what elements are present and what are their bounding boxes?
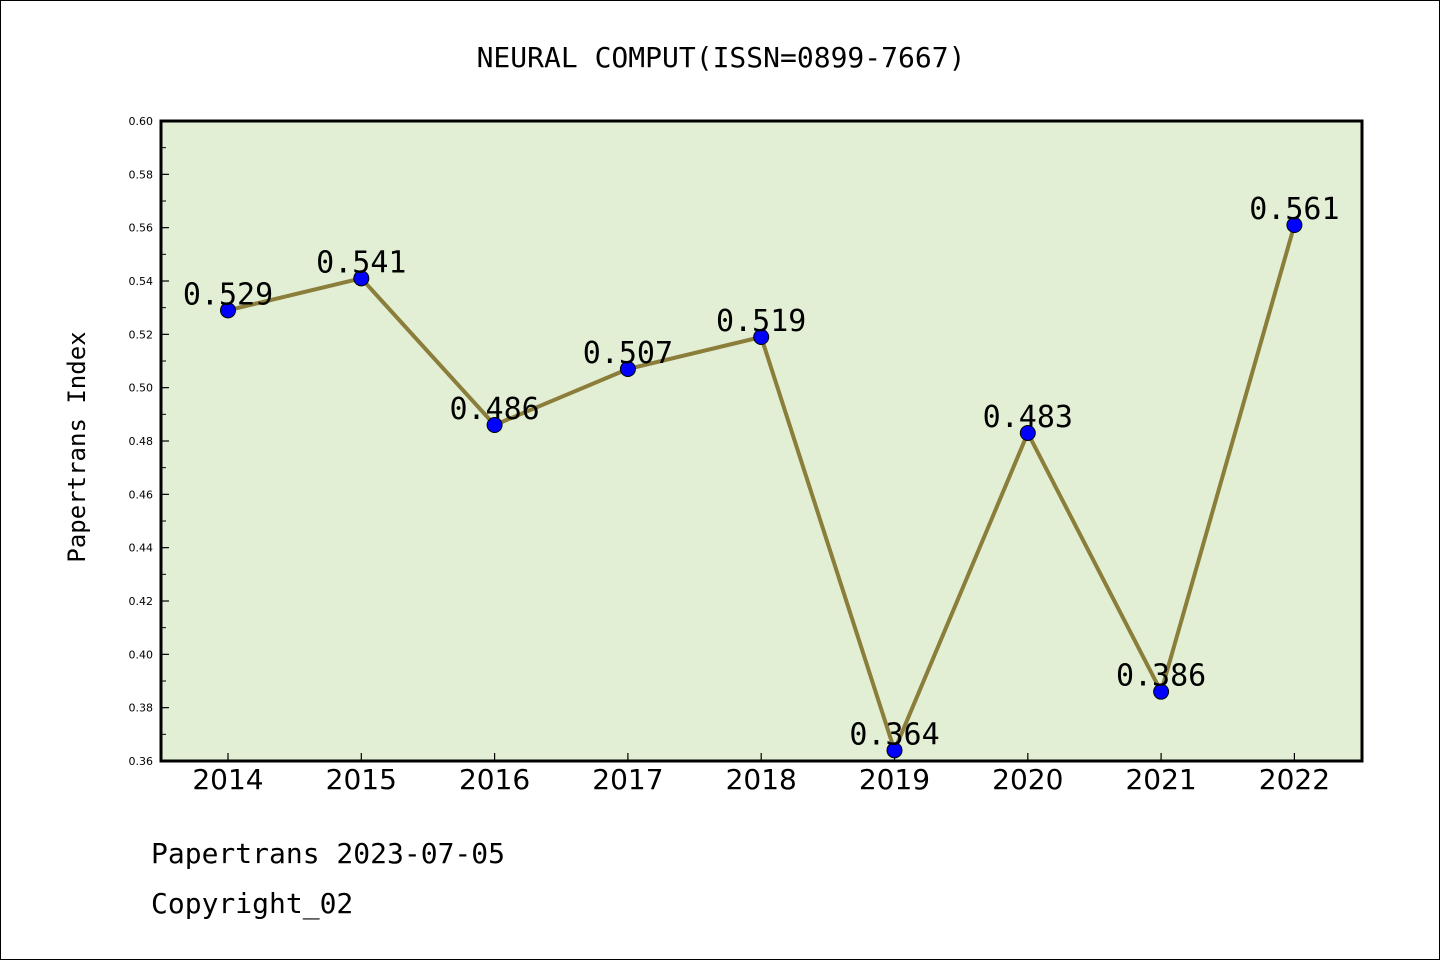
data-label: 0.486	[449, 392, 539, 427]
y-tick-label: 0.44	[129, 542, 154, 555]
y-tick-label: 0.52	[129, 328, 154, 341]
chart-title: NEURAL COMPUT(ISSN=0899-7667)	[477, 41, 966, 74]
data-point	[353, 270, 370, 287]
y-tick-label: 0.40	[129, 648, 154, 661]
x-tick-label: 2021	[1125, 763, 1196, 796]
y-tick-label: 0.54	[129, 275, 154, 288]
data-point	[486, 417, 503, 433]
x-tick-label: 2019	[859, 763, 930, 796]
y-tick-label: 0.50	[129, 382, 154, 395]
data-label: 0.483	[983, 400, 1073, 435]
y-tick-label: 0.48	[129, 435, 154, 448]
data-point	[220, 302, 236, 319]
x-tick-label: 2018	[726, 763, 797, 796]
y-axis-label: Papertrans Index	[63, 331, 91, 562]
x-tick-label: 2022	[1259, 763, 1330, 796]
data-point	[753, 329, 770, 345]
x-axis-ticks: 2014 2015 2016 2017 2018 2019 2020 2021 2022	[192, 753, 1330, 796]
y-tick-label: 0.58	[129, 168, 154, 181]
data-label: 0.364	[849, 717, 939, 752]
data-label: 0.386	[1116, 659, 1206, 694]
y-tick-label: 0.38	[129, 702, 154, 715]
y-tick-label: 0.56	[129, 222, 154, 235]
y-tick-label: 0.36	[129, 755, 154, 768]
y-tick-label: 0.46	[129, 488, 154, 501]
footer-date: Papertrans 2023-07-05	[151, 837, 506, 870]
data-label: 0.507	[583, 336, 673, 371]
footer-copyright: Copyright_02	[151, 887, 354, 920]
data-point	[886, 742, 903, 759]
data-point	[619, 361, 636, 377]
data-point	[1019, 425, 1036, 441]
y-axis-ticks: 0.36 0.38 0.40 0.42 0.44 0.46 0.48 0.50 0.52 0.54…	[129, 115, 169, 768]
y-tick-label: 0.42	[129, 595, 154, 608]
data-label: 0.541	[316, 245, 406, 280]
x-tick-label: 2017	[592, 763, 663, 796]
series-group	[220, 217, 1303, 759]
plot-area	[159, 119, 1364, 763]
x-tick-label: 2016	[459, 763, 530, 796]
x-tick-label: 2014	[192, 763, 263, 796]
data-label: 0.529	[183, 277, 273, 312]
data-point	[1286, 217, 1303, 233]
data-label: 0.561	[1249, 192, 1339, 227]
data-labels-group: 0.529 0.541 0.486 0.507 0.519 0.364 0.483 0.386…	[183, 192, 1340, 752]
x-tick-label: 2015	[326, 763, 397, 796]
data-point	[1153, 683, 1170, 700]
data-label: 0.519	[716, 304, 806, 339]
x-tick-label: 2020	[992, 763, 1063, 796]
y-tick-label: 0.60	[129, 115, 154, 128]
